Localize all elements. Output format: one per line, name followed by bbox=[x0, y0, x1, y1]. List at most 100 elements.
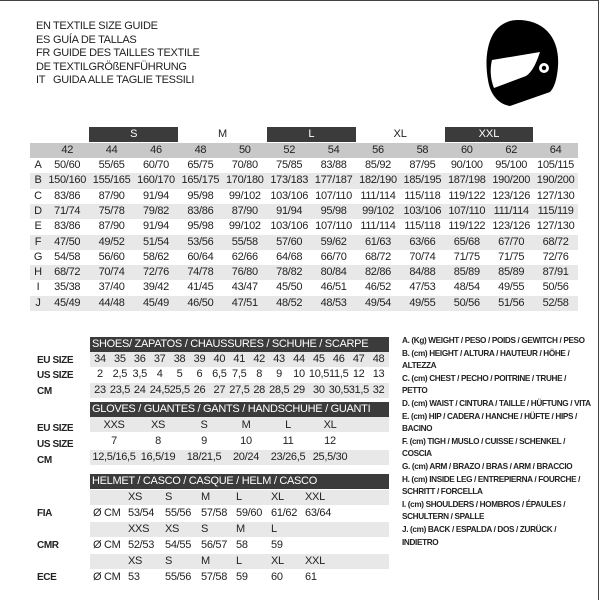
table-cell: 123/126 bbox=[492, 220, 531, 233]
table-cell: 9 bbox=[201, 435, 207, 447]
size-group-m: M bbox=[218, 128, 228, 140]
helmet-size: XL bbox=[271, 555, 284, 567]
table-cell: 91/94 bbox=[142, 220, 169, 233]
table-cell: 85/89 bbox=[453, 266, 480, 279]
table-cell: 58/62 bbox=[142, 250, 169, 263]
table-cell: 87/95 bbox=[409, 159, 436, 171]
table-cell: 7,5 bbox=[232, 368, 247, 381]
row-key: C bbox=[34, 189, 42, 202]
table-cell: 79/82 bbox=[142, 204, 169, 217]
helmet-size: M bbox=[201, 555, 210, 567]
table-cell: 51/56 bbox=[498, 296, 525, 309]
helmet-size: XS bbox=[128, 555, 143, 567]
table-cell: 50/56 bbox=[542, 281, 569, 294]
table-cell: 91/94 bbox=[142, 189, 169, 202]
table-cell: 49/54 bbox=[364, 296, 391, 309]
table-cell: 25,5/30 bbox=[312, 451, 348, 463]
size-group-xxl: XXL bbox=[444, 127, 534, 142]
table-cell: 107/110 bbox=[315, 220, 353, 233]
table-cell: 63/64 bbox=[305, 507, 332, 519]
size-group-l: L bbox=[267, 127, 356, 142]
helmet-header: HELMET / CASCO / CASQUE / HELM / CASCO bbox=[90, 474, 389, 489]
table-cell: 32 bbox=[372, 383, 385, 396]
table-cell: 6,5 bbox=[212, 368, 227, 381]
title-it: IT GUIDA ALLE TAGLIE TESSILI bbox=[36, 74, 195, 86]
legend-item: G. (cm) ARM / BRAZO / BRAS / ARM / BRACC… bbox=[402, 461, 573, 471]
legend-item: D. (cm) WAIST / CINTURA / TAILLE / HÜFTU… bbox=[402, 398, 591, 408]
size-header: 48 bbox=[194, 144, 207, 156]
row-label: CM bbox=[37, 385, 52, 397]
table-cell: 66/70 bbox=[320, 250, 347, 263]
table-cell: 37 bbox=[153, 353, 166, 365]
table-cell: L bbox=[285, 419, 291, 431]
table-cell: 59 bbox=[271, 539, 283, 551]
gloves-header: GLOVES / GUANTES / GANTS / HANDSCHUHE / … bbox=[90, 402, 389, 417]
legend-item: C. (cm) CHEST / PECHO / POITRINE / TRUHE… bbox=[402, 373, 567, 396]
table-cell: 24,5 bbox=[149, 383, 171, 396]
table-cell: 60/64 bbox=[187, 250, 214, 263]
legend-item: A. (Kg) WEIGHT / PESO / POIDS / GEWITCH … bbox=[402, 336, 585, 345]
table-cell: 68/72 bbox=[542, 235, 569, 248]
table-cell: 95/100 bbox=[495, 159, 528, 171]
table-cell: 95/98 bbox=[187, 189, 214, 202]
legend-item: E. (cm) HIP / CADERA / HANCHE / HÜFTE / … bbox=[402, 411, 577, 434]
table-cell: 5 bbox=[176, 368, 183, 381]
table-cell: 35/38 bbox=[54, 281, 81, 294]
row-key: D bbox=[34, 204, 42, 217]
table-cell: 65/68 bbox=[453, 235, 480, 248]
helmet-size: XXL bbox=[305, 555, 325, 567]
table-cell: 26 bbox=[193, 383, 206, 396]
table-cell: 48 bbox=[372, 353, 385, 365]
unit-label: Ø CM bbox=[93, 539, 121, 551]
table-cell: 70/80 bbox=[231, 159, 258, 171]
table-cell: XL bbox=[323, 419, 337, 431]
table-row-stripe bbox=[90, 450, 389, 465]
table-cell: 115/118 bbox=[404, 189, 441, 202]
table-cell: 10,5 bbox=[308, 368, 330, 381]
table-cell: 90/100 bbox=[450, 159, 483, 171]
shoes-header: SHOES/ ZAPATOS / CHAUSSURES / SCHUHE / S… bbox=[90, 337, 389, 352]
table-cell: 41 bbox=[233, 353, 246, 365]
row-label: EU SIZE bbox=[37, 355, 74, 366]
helmet-size: XS bbox=[165, 523, 180, 535]
table-cell: 105/115 bbox=[537, 159, 575, 171]
legend-item: F. (cm) TIGH / MUSLO / CUISSE / SCHENKEL… bbox=[402, 436, 566, 459]
table-cell: 91/94 bbox=[276, 204, 303, 217]
table-cell: 55/58 bbox=[231, 235, 258, 248]
unit-label: Ø CM bbox=[93, 571, 121, 583]
size-group-xl: XL bbox=[393, 128, 407, 140]
legend-item: I. (cm) SHOULDERS / HOMBROS / ÉPAULES / bbox=[402, 499, 566, 509]
table-cell: 82/86 bbox=[364, 266, 391, 279]
table-cell: 18/21,5 bbox=[186, 451, 222, 463]
table-cell: 8 bbox=[256, 368, 263, 381]
table-cell: 72/76 bbox=[142, 266, 169, 279]
table-cell: 165/175 bbox=[181, 174, 220, 187]
table-cell: 2,5 bbox=[112, 368, 128, 381]
table-cell: 85/89 bbox=[498, 266, 525, 279]
title-de: DE TEXTILGRÖßENFÜHRUNG bbox=[36, 60, 187, 73]
table-cell: 75/85 bbox=[276, 159, 303, 171]
helmet-size: S bbox=[165, 491, 173, 503]
size-header: 60 bbox=[460, 144, 473, 156]
table-cell: 173/183 bbox=[270, 174, 309, 187]
table-cell: 9 bbox=[276, 368, 282, 381]
legend-item: SCHULTERN / SPALLE bbox=[402, 512, 485, 522]
legend-item: H. (cm) INSIDE LEG / ENTREPIERNA / FOURC… bbox=[402, 474, 581, 484]
table-cell: 74/78 bbox=[187, 266, 214, 279]
table-cell: 103/106 bbox=[270, 220, 309, 233]
table-cell: 57/60 bbox=[276, 235, 303, 248]
table-cell: 107/110 bbox=[448, 204, 486, 217]
table-cell: 55/65 bbox=[98, 159, 125, 171]
table-cell: 30 bbox=[313, 383, 325, 396]
table-cell: 16,5/19 bbox=[140, 451, 176, 463]
table-cell: 56/60 bbox=[98, 250, 125, 263]
table-cell: 56/57 bbox=[201, 539, 228, 551]
table-cell: 45/49 bbox=[54, 296, 81, 309]
unit-label: Ø CM bbox=[93, 507, 121, 519]
row-label: US SIZE bbox=[37, 439, 74, 450]
table-cell: 119/122 bbox=[448, 189, 486, 202]
table-cell: 39 bbox=[193, 353, 206, 365]
table-cell: 155/165 bbox=[92, 174, 131, 187]
table-cell: 76/80 bbox=[231, 266, 258, 279]
row-label: ECE bbox=[37, 572, 57, 583]
